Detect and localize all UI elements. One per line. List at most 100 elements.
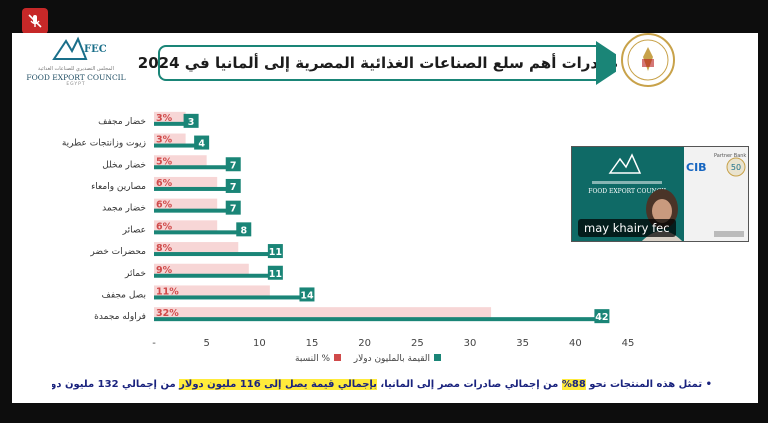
note-part1: تمثل هذه المنتجات نحو [589,379,703,390]
x-tick-label: 30 [464,338,477,349]
note-part2: من إجمالي صادرات مصر إلى ألمانيا، [380,379,559,390]
x-tick-label: 40 [569,338,582,349]
category-label: بصل مجفف [102,290,147,300]
summary-note: • تمثل هذه المنتجات نحو 88% من إجمالي صا… [52,379,712,397]
value-label-box [594,309,610,324]
value-label: 14 [300,290,314,301]
fec-english-name: FOOD EXPORT COUNCIL [26,73,126,82]
legend-label-percent: النسبة % [295,354,330,364]
value-label-box [183,113,199,128]
category-label: خمائر [124,269,146,279]
category-label: عصائر [122,225,146,235]
value-label-box [236,222,252,237]
banner-logo-icon: FOOD EXPORT COUNCIL [588,153,668,195]
note-percent: 88% [561,379,586,390]
sponsor-badge: 50 [731,163,741,172]
participant-name-tag: may khairy fec [578,219,676,237]
percent-label: 6% [156,200,173,211]
value-label-box [267,244,283,259]
value-bar [154,295,302,300]
percent-label: 11% [156,286,179,297]
value-label: 7 [230,182,237,193]
value-label: 4 [198,139,205,150]
value-label-box [225,178,241,193]
percent-bar [154,263,249,275]
banner-text: FOOD EXPORT COUNCIL [588,188,667,195]
x-tick-label: 25 [411,338,424,349]
value-bar [154,317,597,322]
value-label-box [194,135,210,150]
sponsor-logos: Partner Bank CIB 50 [686,153,746,237]
value-label: 8 [240,225,247,236]
mute-mic-button[interactable] [22,8,48,34]
x-tick-label: 45 [622,338,635,349]
percent-bar [154,307,492,319]
sponsor-label: Partner Bank [714,153,746,159]
legend-swatch-value [434,354,441,361]
mic-muted-icon [28,14,42,28]
percent-bar [154,220,218,232]
legend-swatch-percent [334,354,341,361]
value-label-box [225,157,241,172]
ministry-seal-icon [627,39,669,81]
percent-bar [154,111,186,123]
x-tick-label: 15 [306,338,319,349]
percent-label: 6% [156,221,173,232]
x-tick-label: 10 [253,338,266,349]
value-bar [154,273,270,278]
category-label: خضار مجمد [102,204,146,214]
ministry-seal [621,33,675,87]
sponsor-name: CIB [686,161,707,174]
value-label: 42 [595,312,608,323]
category-label: محضرات خضر [89,247,146,257]
percent-bar [154,198,218,210]
value-label: 3 [188,117,195,128]
percent-label: 8% [156,243,173,254]
percent-label: 9% [156,265,173,276]
fec-country: EGYPT [66,82,86,87]
slide-title: صادرات أهم سلع الصناعات الغذائية المصرية… [137,54,619,72]
legend-label-value: القيمة بالمليون دولار [353,354,430,364]
category-label: مصارين وامعاء [91,182,146,192]
note-highlight: بإجمالي قيمة يصل إلى 116 مليون دولار [179,379,377,390]
value-bar [154,121,186,126]
percent-bar [154,155,207,167]
value-bar [154,143,197,148]
percent-bar [154,176,218,188]
fec-arabic-name: المجلس التصديري للصناعات الغذائية [38,66,114,72]
participant-video-tile[interactable]: FOOD EXPORT COUNCIL Partner Bank CIB 50 … [571,146,749,242]
bar-chart: خضار مجفف 3% 3 زيوت وزانتجات عطرية 3% 4 خضار م… [62,111,635,364]
percent-bar [154,242,239,254]
value-label: 11 [269,247,282,258]
note-bullet: • [705,379,712,390]
value-label-box [267,265,283,280]
value-bar [154,208,228,213]
video-sponsor-panel: Partner Bank CIB 50 [684,147,748,241]
fec-logo: FEC المجلس التصديري للصناعات الغذائية FO… [20,35,132,93]
percent-bar [154,285,270,297]
note-part3: من إجمالي 132 مليون دولار. [52,379,176,390]
percent-label: 3% [156,113,173,124]
percent-label: 3% [156,135,173,146]
category-label: خضار مجفف [98,117,146,127]
value-label: 7 [230,204,237,215]
value-label: 11 [269,269,282,280]
percent-bar [154,133,186,145]
category-label: زيوت وزانتجات عطرية [62,139,146,149]
percent-label: 5% [156,156,173,167]
value-label-box [225,200,241,215]
value-bar [154,186,228,191]
percent-label: 6% [156,178,173,189]
percent-label: 32% [156,308,179,319]
category-label: فراوله مجمدة [94,312,146,322]
fec-abbr: FEC [84,44,106,55]
x-tick-label: - [152,338,156,349]
x-tick-label: 20 [358,338,371,349]
x-tick-label: 35 [516,338,529,349]
slide-title-box: صادرات أهم سلع الصناعات الغذائية المصرية… [138,45,618,81]
x-tick-label: 5 [203,338,209,349]
value-label-box [299,287,315,302]
value-bar [154,252,270,257]
value-bar [154,165,228,170]
